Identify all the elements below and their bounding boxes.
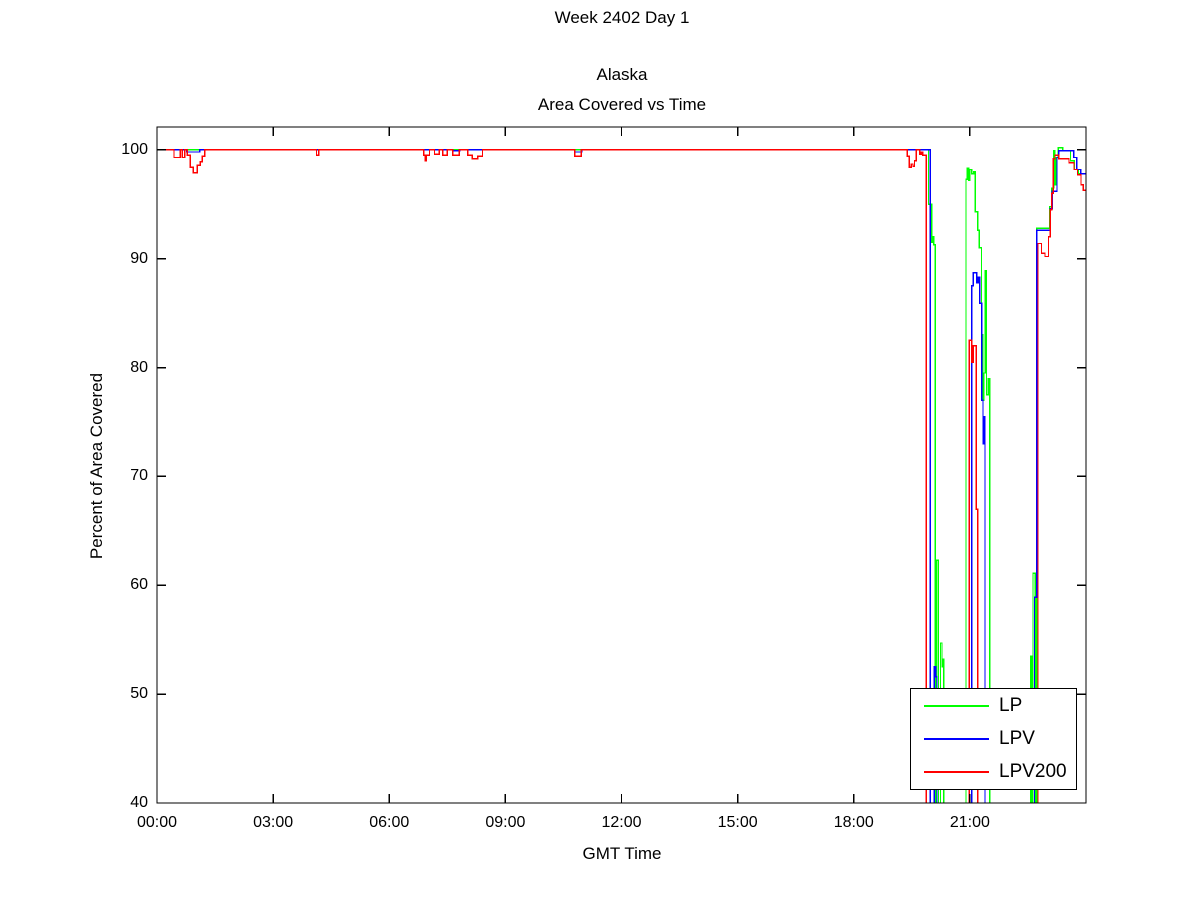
y-tick-label: 100: [121, 140, 148, 158]
legend-line-sample: [924, 737, 989, 740]
y-tick-label: 70: [130, 467, 148, 485]
legend-label: LPV: [999, 727, 1035, 749]
y-tick-label: 60: [130, 576, 148, 594]
x-tick-label: 03:00: [253, 814, 294, 831]
y-tick-label: 80: [130, 358, 148, 376]
chart-subtitle-region: Alaska: [596, 65, 648, 84]
figure-title: Week 2402 Day 1: [554, 8, 690, 27]
x-tick-label: 12:00: [601, 814, 642, 831]
legend-entry-lpv200: LPV200: [911, 756, 1076, 789]
x-tick-label: 21:00: [949, 814, 990, 831]
x-tick-label: 06:00: [369, 814, 410, 831]
legend-line-sample: [924, 704, 989, 707]
legend-entry-lp: LP: [911, 689, 1076, 722]
y-tick-label: 40: [130, 794, 148, 811]
legend-line-sample: [924, 771, 989, 774]
legend-label: LP: [999, 694, 1023, 716]
y-tick-label: 90: [130, 249, 148, 267]
x-axis-label: GMT Time: [582, 844, 662, 863]
legend-entry-lpv: LPV: [911, 722, 1076, 755]
y-tick-label: 50: [130, 685, 148, 703]
chart-subtitle: Area Covered vs Time: [537, 95, 707, 114]
x-tick-label: 09:00: [485, 814, 526, 831]
x-tick-label: 15:00: [717, 814, 758, 831]
series-line-lpv200: [157, 149, 1086, 803]
x-tick-label: 00:00: [136, 814, 178, 831]
x-tick-label: 18:00: [833, 814, 874, 831]
y-axis-label: Percent of Area Covered: [87, 372, 106, 560]
legend-label: LPV200: [999, 761, 1067, 783]
legend-box: LP LPV LPV200: [910, 688, 1077, 790]
